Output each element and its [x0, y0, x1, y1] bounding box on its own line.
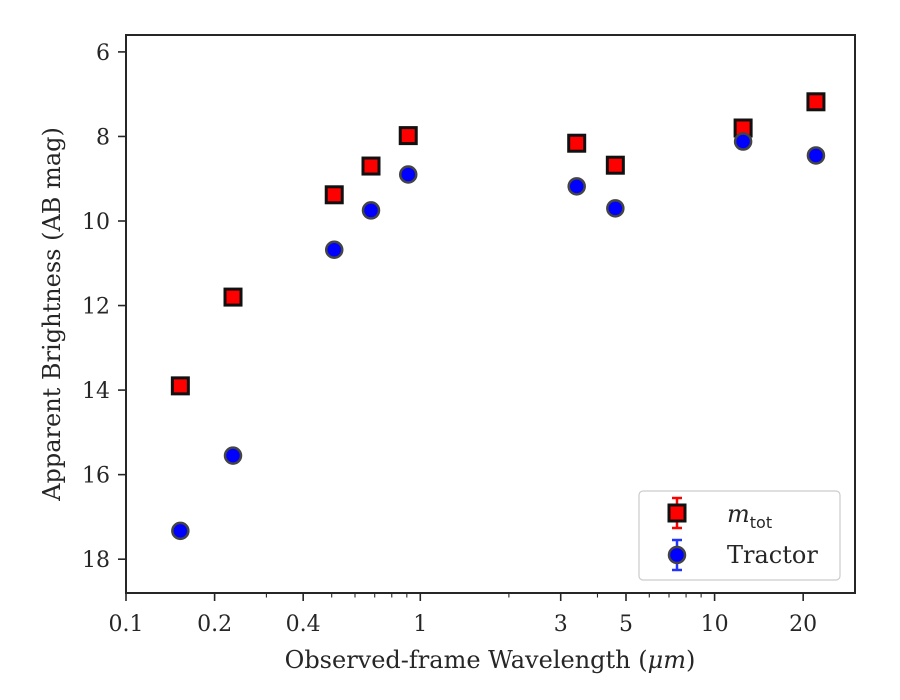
- marker-tractor: [606, 199, 625, 218]
- markers: [170, 92, 826, 541]
- marker-tractor: [324, 240, 344, 259]
- legend-box: [638, 490, 841, 581]
- marker-mtot: [806, 92, 826, 112]
- marker-tractor: [567, 177, 586, 196]
- x-tick-label: 0.2: [197, 612, 232, 637]
- legend: mtot Tractor: [638, 490, 841, 581]
- marker-tractor: [398, 165, 418, 184]
- marker-tractor: [361, 201, 381, 220]
- y-tick-label: 10: [82, 210, 110, 235]
- y-tick-label: 6: [96, 41, 110, 66]
- legend-marker-tractor: [667, 538, 687, 572]
- legend-label-mtot: mtot: [727, 500, 772, 532]
- y-tick-label: 16: [82, 464, 110, 489]
- y-tick-label: 14: [82, 379, 110, 404]
- x-tick-label: 0.4: [286, 612, 321, 637]
- y-tick-label: 18: [82, 548, 110, 573]
- x-tick-label: 5: [619, 612, 633, 637]
- y-tick-label: 8: [96, 125, 110, 150]
- marker-tractor: [223, 446, 243, 465]
- marker-mtot: [361, 156, 381, 176]
- marker-tractor: [733, 132, 753, 151]
- x-tick-label: 1: [413, 612, 427, 637]
- x-axis-label: Observed-frame Wavelength (μm): [285, 646, 696, 674]
- marker-mtot: [223, 287, 243, 307]
- plot-area-frame: [125, 34, 856, 594]
- legend-label-tractor: Tractor: [727, 541, 818, 569]
- marker-mtot: [605, 155, 625, 175]
- marker-tractor: [171, 521, 190, 541]
- x-tick-label: 3: [554, 612, 568, 637]
- x-tick-label: 10: [701, 612, 729, 637]
- y-tick-label: 12: [82, 295, 110, 320]
- x-tick-label: 0.1: [109, 612, 144, 637]
- legend-marker-mtot: [667, 496, 687, 530]
- marker-mtot: [170, 376, 190, 396]
- major-ticks: 0.1 0.2 0.4 1 3 5 10 20 6 8 10 12 14 16 18: [82, 41, 817, 637]
- marker-mtot: [398, 126, 418, 146]
- marker-tractor: [806, 146, 826, 165]
- marker-mtot: [324, 185, 344, 205]
- marker-mtot: [567, 133, 587, 153]
- x-tick-label: 20: [789, 612, 817, 637]
- y-axis-label: Apparent Brightness (AB mag): [38, 127, 66, 502]
